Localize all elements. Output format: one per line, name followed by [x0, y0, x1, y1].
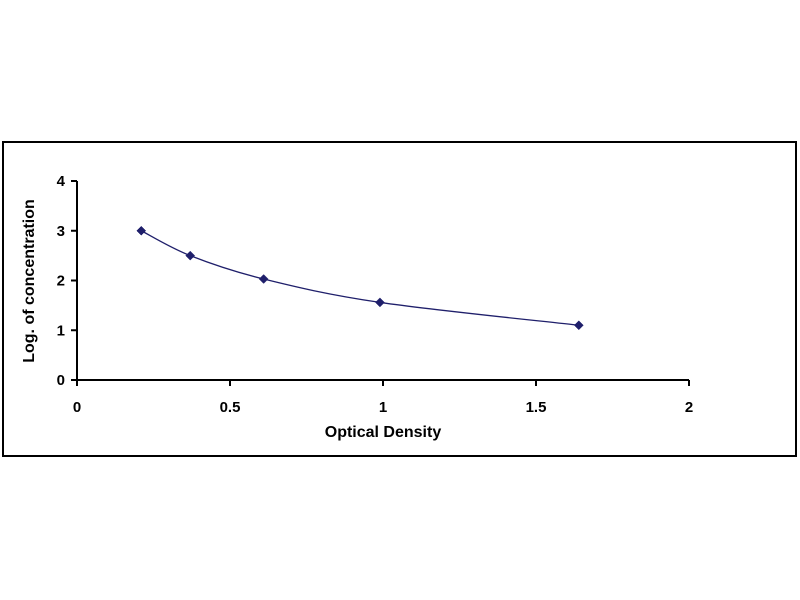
series-line	[140, 230, 579, 326]
x-tick-label: 1.5	[526, 399, 547, 416]
curve-layer	[140, 230, 579, 326]
axes	[71, 180, 690, 386]
y-tick-label: 3	[57, 223, 65, 240]
data-point	[573, 320, 584, 331]
data-point	[136, 225, 147, 236]
data-point	[258, 274, 269, 284]
y-tick-label: 2	[57, 273, 65, 290]
x-tick-label: 2	[685, 399, 693, 416]
data-point	[185, 250, 196, 261]
x-tick-label: 0.5	[220, 399, 241, 416]
y-tick-label: 0	[57, 372, 65, 389]
y-tick-label: 4	[57, 173, 66, 190]
x-axis-title: Optical Density	[325, 424, 442, 441]
data-point	[375, 297, 385, 308]
chart-frame	[2, 141, 797, 457]
y-tick-label: 1	[57, 322, 65, 339]
points-layer	[136, 225, 584, 331]
x-tick-label: 0	[73, 399, 81, 416]
y-axis-title: Log. of concentration	[21, 199, 38, 363]
x-tick-label: 1	[379, 399, 387, 416]
